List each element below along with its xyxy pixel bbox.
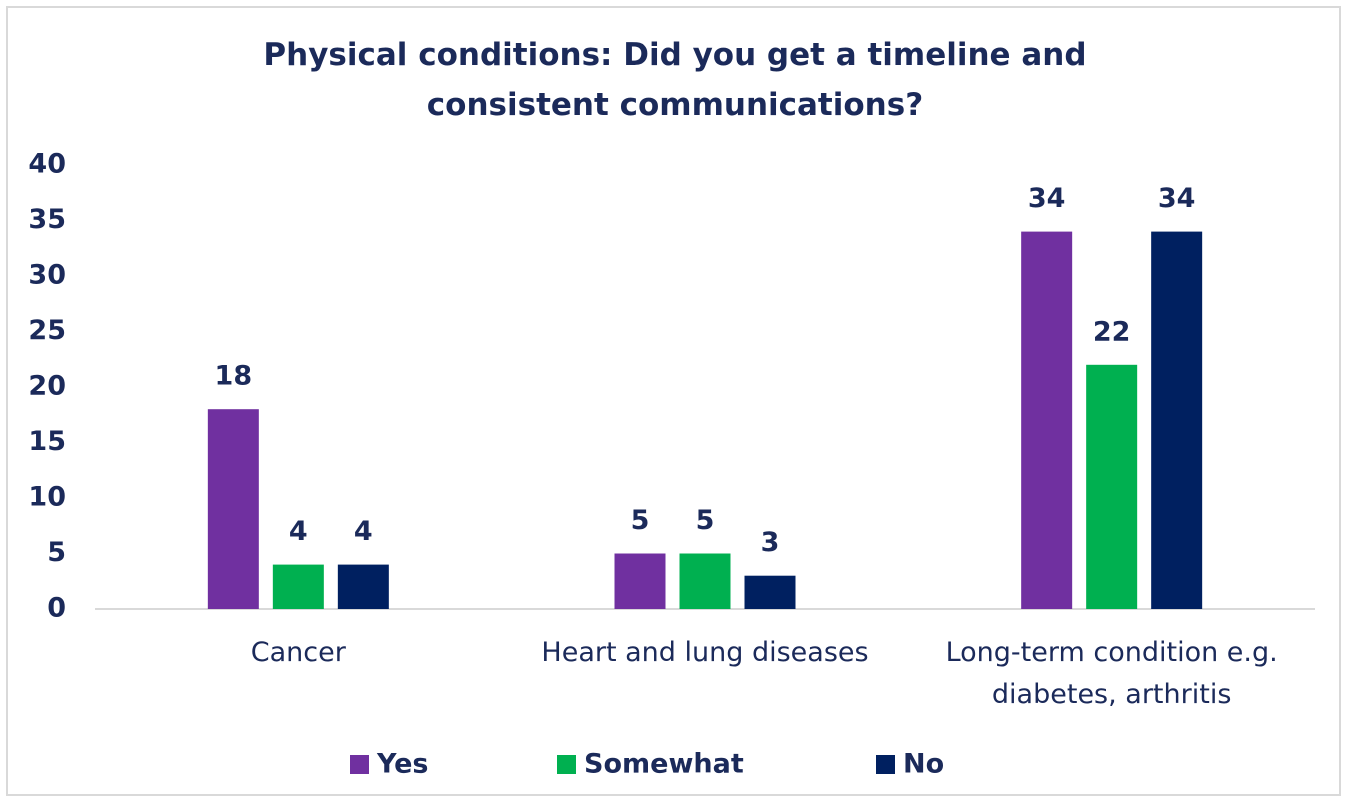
y-tick-label: 10: [28, 482, 66, 513]
legend-label: No: [903, 749, 944, 780]
data-label: 34: [1158, 183, 1196, 214]
bar: [614, 553, 666, 609]
bar: [1151, 231, 1203, 609]
x-tick-label: Long-term condition e.g. diabetes, arthr…: [945, 637, 1278, 710]
data-label: 5: [631, 505, 650, 536]
y-tick-label: 30: [28, 260, 66, 291]
x-tick-label: Cancer: [250, 637, 346, 668]
bar: [337, 564, 389, 609]
chart-frame: [6, 6, 1341, 796]
legend-swatch: [350, 755, 369, 774]
data-label: 18: [215, 361, 253, 392]
y-tick-label: 20: [28, 371, 66, 402]
data-label: 5: [696, 505, 715, 536]
y-tick-label: 0: [47, 593, 66, 624]
legend-label: Somewhat: [584, 749, 744, 780]
bar: [1086, 364, 1138, 609]
bar: [744, 575, 796, 609]
legend-swatch: [876, 755, 895, 774]
data-label: 3: [761, 527, 780, 558]
data-label: 4: [289, 516, 308, 547]
y-tick-label: 5: [47, 537, 66, 568]
y-tick-label: 15: [28, 426, 66, 457]
y-tick-label: 25: [28, 315, 66, 346]
bar: [207, 409, 259, 609]
legend-swatch: [557, 755, 576, 774]
x-tick-label: Heart and lung diseases: [541, 637, 869, 668]
chart-title: Physical conditions: Did you get a timel…: [263, 37, 1087, 123]
bar: [272, 564, 324, 609]
y-tick-label: 35: [28, 204, 66, 235]
legend-label: Yes: [376, 749, 428, 780]
bar: [1021, 231, 1073, 609]
data-label: 34: [1028, 183, 1066, 214]
data-label: 22: [1093, 316, 1131, 347]
bar: [679, 553, 731, 609]
y-tick-label: 40: [28, 149, 66, 180]
data-label: 4: [354, 516, 373, 547]
